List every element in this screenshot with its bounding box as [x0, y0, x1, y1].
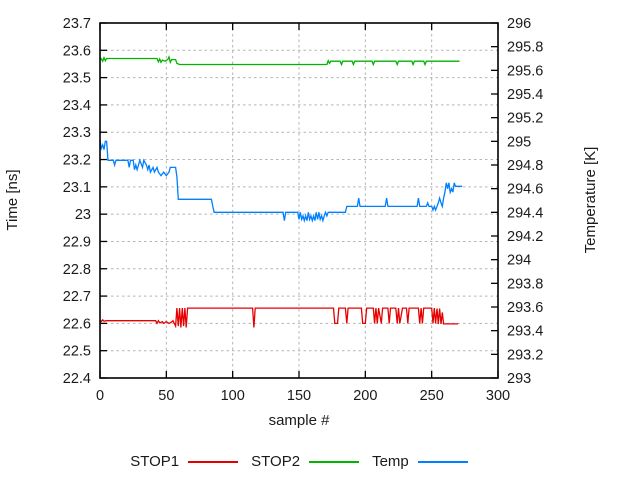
svg-text:23.6: 23.6	[63, 43, 91, 59]
legend-item-temp: Temp	[372, 453, 468, 470]
svg-text:293: 293	[507, 371, 531, 387]
svg-text:293.8: 293.8	[507, 276, 543, 292]
svg-text:294.6: 294.6	[507, 182, 543, 198]
svg-text:0: 0	[96, 388, 104, 404]
legend-label-stop1: STOP1	[130, 453, 180, 470]
svg-text:295: 295	[507, 134, 531, 150]
svg-text:150: 150	[287, 388, 311, 404]
svg-text:294: 294	[507, 253, 531, 269]
legend-line-sample-stop2	[309, 460, 360, 463]
svg-text:23: 23	[75, 207, 91, 223]
legend-item-stop1: STOP1	[130, 453, 239, 470]
svg-text:294.8: 294.8	[507, 158, 543, 174]
svg-text:295.6: 295.6	[507, 63, 543, 79]
svg-text:294.2: 294.2	[507, 229, 543, 245]
svg-text:200: 200	[353, 388, 377, 404]
legend-item-stop2: STOP2	[251, 453, 360, 470]
svg-text:100: 100	[221, 388, 245, 404]
svg-text:293.6: 293.6	[507, 300, 543, 316]
right-axis-title: Temperature [K]	[582, 146, 599, 254]
svg-text:295.8: 295.8	[507, 40, 543, 56]
svg-text:23.5: 23.5	[63, 71, 91, 87]
legend-label-temp: Temp	[372, 453, 409, 470]
svg-text:300: 300	[486, 388, 510, 404]
legend-line-sample-temp	[417, 460, 468, 463]
svg-text:22.7: 22.7	[63, 289, 91, 305]
left-axis-title: Time [ns]	[4, 169, 21, 231]
legend-line-sample-stop1	[188, 460, 239, 463]
svg-text:23.2: 23.2	[63, 153, 91, 169]
x-axis-title: sample #	[268, 412, 330, 429]
svg-text:22.5: 22.5	[63, 344, 91, 360]
svg-text:293.4: 293.4	[507, 324, 543, 340]
svg-text:23.7: 23.7	[63, 16, 91, 32]
svg-text:23.4: 23.4	[63, 98, 91, 114]
svg-text:294.4: 294.4	[507, 205, 543, 221]
svg-text:23.1: 23.1	[63, 180, 91, 196]
legend-label-stop2: STOP2	[251, 453, 301, 470]
svg-text:23.3: 23.3	[63, 125, 91, 141]
legend: STOP1 STOP2 Temp	[100, 453, 498, 470]
svg-text:295.2: 295.2	[507, 111, 543, 127]
svg-text:250: 250	[420, 388, 444, 404]
svg-text:293.2: 293.2	[507, 347, 543, 363]
svg-text:22.4: 22.4	[63, 371, 91, 387]
svg-text:22.8: 22.8	[63, 262, 91, 278]
svg-text:296: 296	[507, 16, 531, 32]
svg-text:50: 50	[158, 388, 174, 404]
svg-text:295.4: 295.4	[507, 87, 543, 103]
svg-text:22.6: 22.6	[63, 316, 91, 332]
svg-text:22.9: 22.9	[63, 234, 91, 250]
